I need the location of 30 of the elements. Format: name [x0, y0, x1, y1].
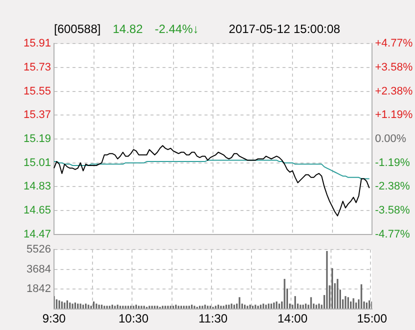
- y-tick-label: 15.91: [23, 38, 51, 50]
- y-tick-label: 15.19: [23, 133, 51, 146]
- y2-tick-label: +4.77%: [375, 38, 413, 50]
- text: 14.82: [112, 22, 143, 36]
- x-tick-label: 15:00: [356, 312, 388, 326]
- y2-tick-label: -3.58%: [375, 204, 410, 217]
- y2-tick-label: +3.58%: [375, 61, 413, 74]
- y2-tick-label: 0.00%: [375, 133, 406, 146]
- y2-tick-label: +1.19%: [375, 109, 413, 122]
- chart-title: [600588]: [54, 22, 101, 36]
- y2-tick-label: -1.19%: [375, 156, 410, 169]
- y-tick-label: 15.55: [23, 85, 51, 98]
- y-tick-label: 14.83: [23, 180, 51, 193]
- y2-tick-label: -4.77%: [375, 228, 410, 240]
- y-tick-label: 3684: [26, 263, 51, 276]
- y-tick-label: 15.01: [23, 156, 51, 169]
- x-tick-label: 10:30: [118, 312, 149, 326]
- x-tick-label: 9:30: [42, 312, 66, 326]
- y-tick-label: 15.37: [23, 109, 51, 122]
- text: -2.44%↓: [154, 22, 199, 36]
- y-tick-label: 5526: [26, 244, 51, 256]
- y-tick-label: 15.73: [23, 61, 51, 74]
- y2-tick-label: +2.38%: [375, 85, 413, 98]
- x-tick-label: 14:00: [277, 312, 308, 326]
- y-tick-label: 14.47: [23, 228, 51, 240]
- y2-tick-label: -2.38%: [375, 180, 410, 193]
- text: 2017-05-12 15:00:08: [228, 22, 340, 36]
- y-tick-label: 14.65: [23, 204, 51, 217]
- y-tick-label: 1842: [26, 283, 51, 296]
- x-tick-label: 11:30: [198, 312, 228, 326]
